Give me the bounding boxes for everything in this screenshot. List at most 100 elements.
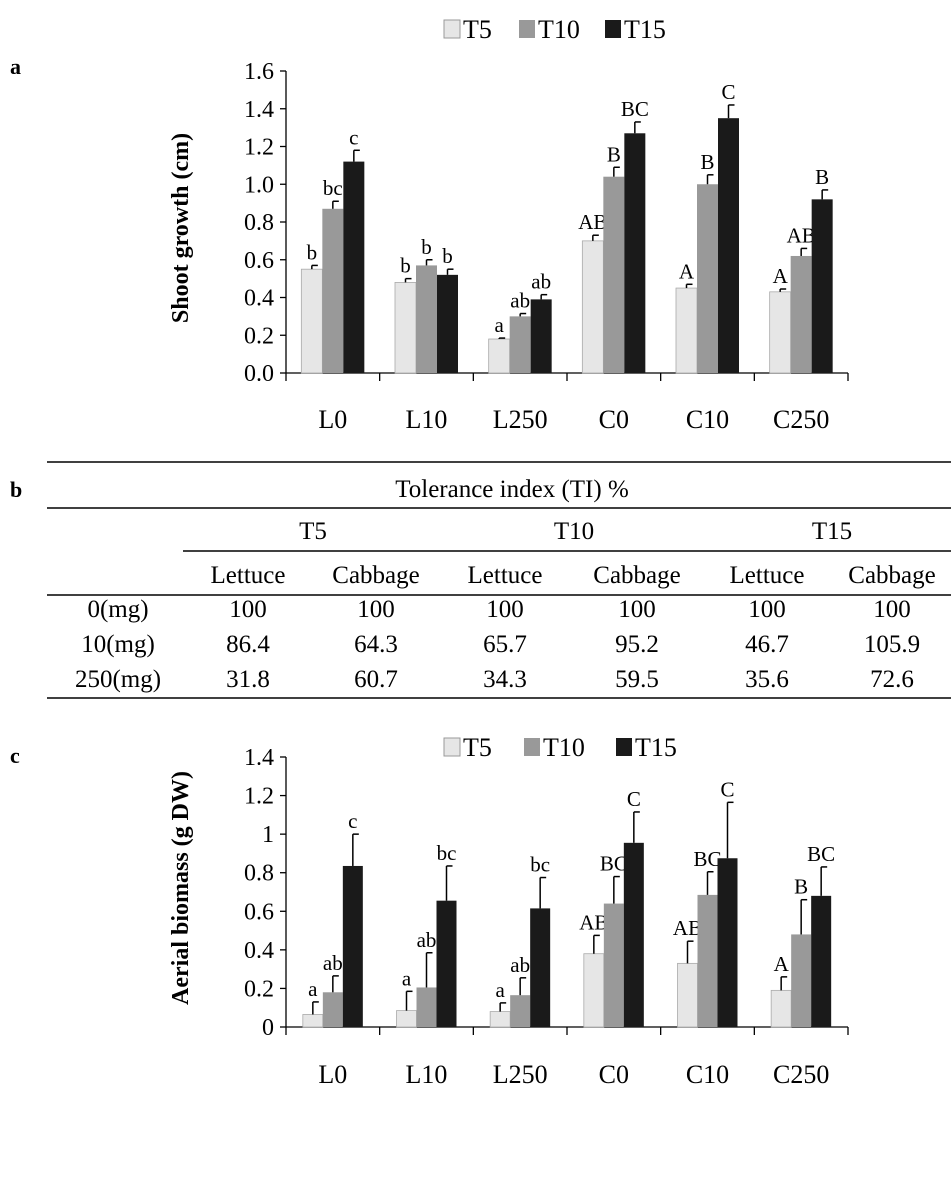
bar [416, 265, 437, 373]
table-cell: 100 [748, 596, 786, 623]
bar [489, 1011, 511, 1028]
category-label: C10 [686, 405, 729, 434]
bar [394, 281, 417, 374]
significance-label: ab [323, 951, 343, 975]
table-subheader: Lettuce [468, 562, 543, 589]
y-tick-label: 1.2 [244, 784, 274, 810]
significance-label: A [774, 952, 790, 976]
bar [300, 268, 323, 374]
table-subheader: Cabbage [848, 562, 935, 589]
significance-label: a [495, 313, 505, 337]
y-tick-label: 0.0 [244, 361, 274, 387]
y-tick-label: 1 [262, 822, 274, 848]
significance-label: c [348, 809, 357, 833]
significance-label: B [700, 150, 714, 174]
group-header-t15: T15 [812, 518, 852, 545]
panel-letter-b: b [10, 477, 22, 502]
y-tick-label: 0.6 [244, 899, 274, 925]
category-label: L250 [493, 405, 548, 434]
table-subheader: Lettuce [730, 562, 805, 589]
table-row-label: 250(mg) [75, 666, 161, 693]
y-tick-label: 1.4 [244, 745, 274, 771]
y-tick-label: 0.2 [244, 976, 274, 1002]
table-cell: 100 [229, 596, 267, 623]
category-label: C10 [686, 1060, 729, 1089]
panel-letter-a: a [10, 54, 21, 79]
significance-label: C [721, 80, 735, 104]
bar [770, 989, 792, 1028]
legend-label-t5: T5 [463, 15, 492, 44]
bar [623, 842, 644, 1027]
category-label: L250 [493, 1060, 548, 1089]
bar [583, 953, 605, 1028]
significance-label: C [720, 777, 734, 801]
significance-label: bc [530, 853, 550, 877]
category-label: C250 [773, 1060, 829, 1089]
legend-swatch-t10 [524, 738, 540, 756]
bar [581, 240, 604, 374]
significance-label: A [773, 264, 789, 288]
legend-label-t10: T10 [538, 15, 580, 44]
y-tick-label: 0.2 [244, 323, 274, 349]
bar [322, 208, 344, 373]
bar [675, 287, 698, 374]
significance-label: a [496, 978, 506, 1002]
table-cell: 72.6 [870, 666, 914, 693]
y-tick-label: 0.6 [244, 248, 274, 274]
table-cell: 34.3 [483, 666, 527, 693]
significance-label: b [421, 235, 432, 259]
y-tick-label: 1.2 [244, 135, 274, 161]
bar [509, 316, 531, 373]
table-row-label: 0(mg) [87, 596, 148, 623]
table-cell: 105.9 [864, 631, 920, 658]
significance-label: ab [531, 270, 551, 294]
category-label: L10 [406, 1060, 448, 1089]
table-cell: 64.3 [354, 631, 398, 658]
category-label: C250 [773, 405, 829, 434]
tolerance-table: Tolerance index (TI) % T5 T10 T15 Lettuc… [47, 461, 951, 699]
bar [322, 992, 343, 1027]
significance-label: BC [807, 842, 835, 866]
bar [791, 934, 812, 1027]
table-cell: 35.6 [745, 666, 789, 693]
bar [790, 255, 812, 373]
category-label: L10 [406, 405, 448, 434]
category-label: C0 [599, 405, 629, 434]
significance-label: AB [578, 210, 607, 234]
table-subheader: Cabbage [593, 562, 680, 589]
bar [396, 1010, 417, 1028]
y-ticks-a: 0.0 0.2 0.4 0.6 0.8 1.0 1.2 1.4 1.6 [244, 59, 849, 387]
bar [603, 176, 625, 373]
bar [488, 338, 511, 374]
shoot-growth-chart: T5 T10 T15 Shoot growth (cm) 0.0 0.2 0.4 0.… [168, 15, 849, 434]
legend-label-t15: T15 [635, 733, 677, 762]
aerial-biomass-chart: T5 T10 T15 Aerial biomass (g DW) 0 0.2 0.4… [168, 733, 849, 1089]
legend-a: T5 T10 T15 [443, 15, 666, 44]
y-axis-label-c: Aerial biomass (g DW) [168, 771, 194, 1005]
significance-label: b [442, 244, 453, 268]
table-cell: 100 [486, 596, 524, 623]
bar [811, 199, 833, 373]
bar [343, 161, 365, 373]
y-tick-label: 0.4 [244, 286, 274, 312]
significance-label: bc [437, 841, 457, 865]
significance-label: ab [417, 928, 437, 952]
category-label: C0 [599, 1060, 629, 1089]
significance-label: b [400, 254, 411, 278]
bar [510, 995, 531, 1027]
table-cell: 46.7 [745, 631, 789, 658]
significance-label: a [402, 966, 412, 990]
bar [677, 962, 698, 1028]
y-axis-label-a: Shoot growth (cm) [168, 133, 194, 323]
y-tick-label: 1.0 [244, 172, 274, 198]
legend-swatch-t10 [519, 20, 535, 38]
table-title: Tolerance index (TI) % [395, 476, 629, 503]
bar [530, 299, 552, 373]
significance-label: ab [510, 289, 530, 313]
categories-a: L0 L10 L250 C0 C10 C250 [318, 405, 829, 434]
table-cell: 100 [873, 596, 911, 623]
significance-label: B [815, 165, 829, 189]
bar [718, 118, 739, 373]
